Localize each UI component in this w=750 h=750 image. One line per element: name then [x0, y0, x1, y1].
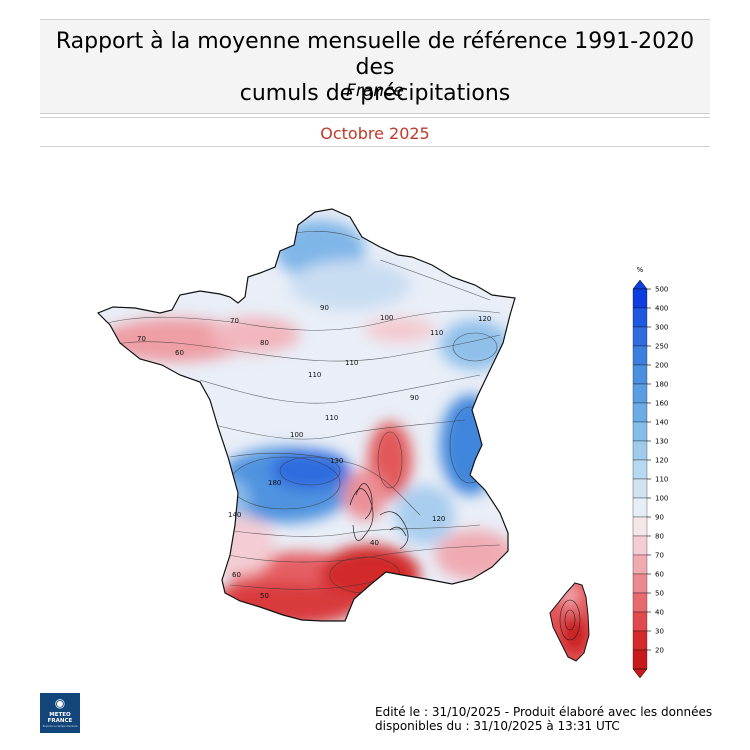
map-title: Rapport à la moyenne mensuelle de référe…	[40, 29, 710, 107]
colorbar-tick-label: 40	[655, 609, 664, 617]
colorbar-swatch	[632, 421, 648, 442]
colorbar-tick-label: 50	[655, 590, 664, 598]
colorbar-tick-label: 500	[655, 286, 668, 294]
colorbar-swatch	[632, 516, 648, 537]
logo-line2: FRANCE	[47, 718, 73, 724]
colorbar-tick-label: 30	[655, 628, 664, 636]
colorbar-tick-label: 80	[655, 533, 664, 541]
contour-label: 80	[260, 339, 269, 347]
colorbar-tick-label: 110	[655, 476, 668, 484]
colorbar-swatch	[632, 345, 648, 366]
contour-label: 130	[330, 457, 343, 465]
contour-label: 100	[290, 431, 303, 439]
period-rule	[40, 146, 710, 147]
contour-label: 110	[308, 371, 321, 379]
colorbar-swatches	[632, 279, 648, 679]
corsica-outline	[549, 582, 590, 662]
colorbar-swatch	[632, 288, 648, 309]
colorbar-swatch	[632, 459, 648, 480]
colorbar-tick-label: 120	[655, 457, 668, 465]
title-rule	[40, 113, 710, 114]
title-box	[40, 20, 710, 113]
contour-label: 90	[410, 394, 419, 402]
colorbar-tick-label: 60	[655, 571, 664, 579]
colorbar-swatch	[632, 649, 648, 670]
colorbar-swatch	[632, 535, 648, 556]
logo-mark-icon: ◉	[54, 696, 66, 710]
colorbar-swatch	[632, 573, 648, 594]
mainland-field	[98, 209, 515, 621]
colorbar-tick-label: 400	[655, 305, 668, 313]
colorbar-unit: %	[637, 266, 644, 274]
colorbar-tick-label: 140	[655, 419, 668, 427]
colorbar-ticks: 500 400 300 250 200 180 160 140 130 120 110 100 90 80…	[647, 286, 668, 655]
colorbar-tick-label: 160	[655, 400, 668, 408]
logo-line1: METEO	[49, 712, 71, 718]
contour-labels: 70 70 60 80 90 110 110 100 110 120 90 11…	[137, 304, 491, 600]
contour-label: 110	[345, 359, 358, 367]
colorbar-tick-label: 100	[655, 495, 668, 503]
contour-label: 110	[430, 329, 443, 337]
colorbar-swatch	[632, 478, 648, 499]
title-rule-2	[40, 117, 710, 118]
colorbar-tick-label: 300	[655, 324, 668, 332]
colorbar-swatch	[632, 611, 648, 632]
colorbar-tick-label: 200	[655, 362, 668, 370]
contour-label: 100	[380, 314, 393, 322]
map-period: Octobre 2025	[320, 124, 430, 143]
colorbar-swatch	[632, 497, 648, 518]
footer: Edité le : 31/10/2025 - Produit élaboré …	[375, 705, 725, 733]
contour-label: 120	[432, 515, 445, 523]
colorbar-swatch	[632, 592, 648, 613]
colorbar-tick-label: 70	[655, 552, 664, 560]
contour-label: 110	[325, 414, 338, 422]
colorbar-swatch	[632, 307, 648, 328]
colorbar-swatch	[632, 326, 648, 347]
colorbar-swatch	[632, 383, 648, 404]
contour-label: 120	[478, 315, 491, 323]
map-subtitle: France	[346, 81, 404, 101]
contour-label: 40	[370, 539, 379, 547]
colorbar-swatch	[632, 630, 648, 651]
colorbar-tick-label: 180	[655, 381, 668, 389]
contour-label: 60	[175, 349, 184, 357]
map-title-line2: cumuls de précipitations	[239, 81, 511, 106]
footer-data-line: disponibles du : 31/10/2025 à 13:31 UTC	[375, 719, 620, 733]
colorbar: % 500 400 300 250 200 180 160 140 130 120 110 100 90…	[632, 266, 668, 679]
contour-label: 140	[228, 511, 241, 519]
contour-label: 60	[232, 571, 241, 579]
contour-label: 50	[260, 592, 269, 600]
contour-label: 70	[230, 317, 239, 325]
colorbar-swatch	[632, 440, 648, 461]
colorbar-tick-label: 90	[655, 514, 664, 522]
france-precipitation-map: 70 70 60 80 90 110 110 100 110 120 90 11…	[97, 208, 590, 662]
colorbar-tick-label: 130	[655, 438, 668, 446]
colorbar-tick-label: 250	[655, 343, 668, 351]
top-rule	[40, 19, 710, 20]
colorbar-tick-label: 20	[655, 647, 664, 655]
colorbar-bottom-arrow	[632, 668, 648, 679]
colorbar-top-arrow	[632, 279, 648, 290]
meteo-france-logo: ◉ METEO FRANCE Toujours un temps d'avanc…	[40, 693, 80, 733]
logo-tagline: Toujours un temps d'avance	[42, 725, 78, 728]
contour-label: 70	[137, 335, 146, 343]
colorbar-swatch	[632, 554, 648, 575]
contour-label: 180	[268, 479, 281, 487]
contour-label: 90	[320, 304, 329, 312]
footer-edit-line: Edité le : 31/10/2025 - Produit élaboré …	[375, 705, 713, 719]
colorbar-swatch	[632, 402, 648, 423]
map-title-line1: Rapport à la moyenne mensuelle de référe…	[55, 29, 695, 80]
colorbar-swatch	[632, 364, 648, 385]
